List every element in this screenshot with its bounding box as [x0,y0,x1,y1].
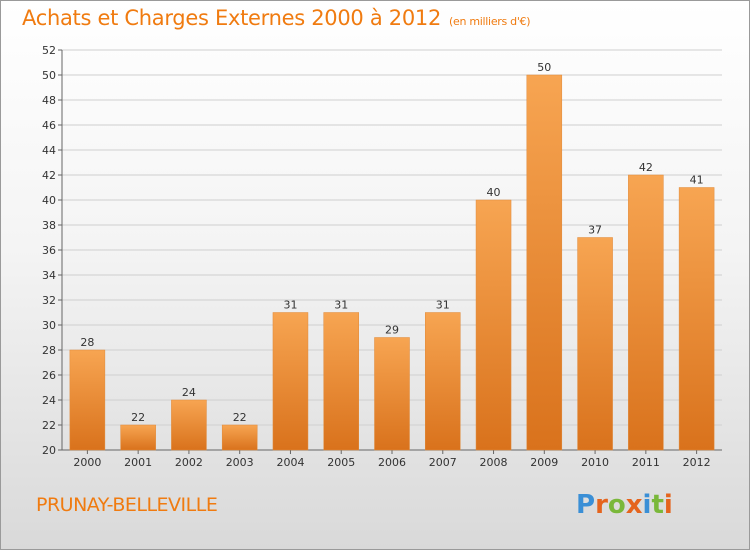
bar-2000 [69,349,106,451]
y-tick-label: 24 [42,394,56,407]
bar-2012 [678,187,715,451]
x-tick-label-2011: 2011 [632,456,660,469]
y-tick-label: 20 [42,444,56,457]
y-tick-label: 44 [42,144,56,157]
bar-2001 [120,424,156,451]
x-tick-label-2007: 2007 [429,456,457,469]
bar-2004 [272,312,309,451]
chart-subtitle: (en milliers d'€) [449,15,531,28]
y-tick-label: 34 [42,269,56,282]
x-tick-label-2012: 2012 [683,456,711,469]
data-label-2005: 31 [334,299,348,312]
y-tick-label: 46 [42,119,56,132]
x-tick-label-2006: 2006 [378,456,406,469]
x-tick-label-2002: 2002 [175,456,203,469]
y-tick-label: 48 [42,94,56,107]
bar-2008 [475,199,512,451]
logo-letter: r [595,490,608,520]
chart-title: Achats et Charges Externes 2000 à 2012 (e… [22,6,531,30]
y-tick-label: 30 [42,319,56,332]
bar-2009 [526,74,563,451]
data-label-2009: 50 [537,61,551,74]
y-tick-label: 38 [42,219,56,232]
logo-letter: x [625,490,643,520]
x-tick-label-2010: 2010 [581,456,609,469]
commune-name: PRUNAY-BELLEVILLE [36,494,218,516]
data-label-2008: 40 [487,186,501,199]
data-label-2012: 41 [690,174,704,187]
logo-letter: i [642,490,652,520]
data-label-2003: 22 [233,411,247,424]
y-tick-label: 40 [42,194,56,207]
logo-letter: P [576,490,596,520]
bar-2003 [221,424,258,451]
bar-2010 [577,237,613,451]
data-label-2002: 24 [182,386,196,399]
data-label-2011: 42 [639,161,653,174]
logo-letter: t [651,490,664,520]
bar-2007 [425,312,461,451]
x-tick-label-2004: 2004 [276,456,304,469]
x-tick-label-2008: 2008 [480,456,508,469]
x-tick-label-2000: 2000 [73,456,101,469]
bar-2011 [628,174,664,451]
data-label-2004: 31 [283,299,297,312]
chart-title-text: Achats et Charges Externes 2000 à 2012 [22,6,442,30]
y-tick-label: 42 [42,169,56,182]
y-tick-label: 28 [42,344,56,357]
y-tick-label: 32 [42,294,56,307]
data-label-2006: 29 [385,324,399,337]
x-tick-label-2003: 2003 [226,456,254,469]
bar-2006 [374,337,410,451]
bar-layer [69,74,715,451]
y-tick-label: 22 [42,419,56,432]
logo-letter: o [607,490,626,520]
bar-2002 [171,399,207,451]
data-label-2010: 37 [588,224,602,237]
y-tick-label: 36 [42,244,56,257]
x-tick-label-2009: 2009 [530,456,558,469]
bar-2005 [323,312,359,451]
logo-letter: i [663,490,673,520]
data-label-2001: 22 [131,411,145,424]
data-label-2000: 28 [80,336,94,349]
x-tick-label-2001: 2001 [124,456,152,469]
data-label-2007: 31 [436,299,450,312]
label-layer: 28 22 24 22 31 31 29 31 40 50 37 42 41 [80,61,703,424]
x-tick-label-2005: 2005 [327,456,355,469]
y-tick-label: 50 [42,69,56,82]
proxiti-logo: Proxiti [576,490,673,520]
y-tick-label: 52 [42,44,56,57]
y-tick-label: 26 [42,369,56,382]
